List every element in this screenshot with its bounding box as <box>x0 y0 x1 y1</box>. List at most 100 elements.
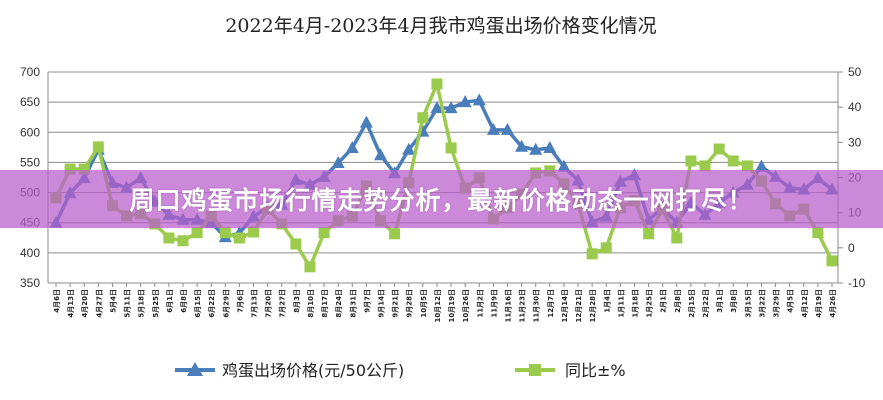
price-point <box>331 156 345 169</box>
price-point <box>444 101 458 114</box>
x-tick-label: 2月8日 <box>674 289 682 313</box>
yoy-point <box>445 142 457 154</box>
yoy-point <box>713 143 725 155</box>
yoy-point <box>177 235 189 247</box>
x-tick-label: 3月15日 <box>744 289 752 318</box>
yoy-point <box>163 232 175 244</box>
price-point <box>359 115 373 128</box>
yoy-point <box>586 248 598 260</box>
legend: 鸡蛋出场价格(元/50公斤) 同比±% <box>175 361 626 380</box>
price-point <box>486 122 500 135</box>
legend-yoy-label: 同比±% <box>565 361 626 380</box>
x-tick-label: 7月27日 <box>279 289 287 318</box>
x-tick-label: 12月7日 <box>547 289 555 318</box>
x-tick-label: 4月5日 <box>787 289 795 313</box>
x-tick-label: 12月14日 <box>561 289 569 322</box>
x-tick-label: 4月19日 <box>815 289 823 318</box>
x-tick-label: 3月22日 <box>758 289 766 318</box>
right-tick-label: 50 <box>848 65 862 79</box>
price-point <box>543 140 557 153</box>
yoy-point <box>233 232 245 244</box>
x-tick-label: 7月13日 <box>251 289 259 318</box>
right-tick-label: -10 <box>848 276 866 290</box>
x-tick-label: 12月28日 <box>589 289 597 322</box>
x-tick-label: 11月30日 <box>533 289 541 322</box>
price-point <box>754 159 768 172</box>
yoy-point <box>826 255 838 267</box>
x-tick-label: 9月21日 <box>392 289 400 318</box>
overlay-banner: 周口鸡蛋市场行情走势分析，最新价格动态一网打尽！ <box>0 170 883 228</box>
price-point <box>458 95 472 108</box>
price-point <box>500 122 514 135</box>
x-tick-label: 2月22日 <box>702 289 710 318</box>
x-tick-label: 8月17日 <box>321 289 329 318</box>
x-tick-label: 4月27日 <box>95 289 103 318</box>
x-tick-label: 9月28日 <box>406 289 414 318</box>
x-tick-label: 10月5日 <box>420 289 428 318</box>
x-tick-label: 4月6日 <box>53 289 61 313</box>
x-tick-label: 10月26日 <box>462 289 470 322</box>
yoy-point <box>741 160 753 172</box>
yoy-point <box>290 238 302 250</box>
x-tick-label: 5月25日 <box>152 289 160 318</box>
x-tick-label: 8月24日 <box>335 289 343 318</box>
x-tick-label: 6月1日 <box>166 289 174 313</box>
x-tick-label: 4月26日 <box>829 289 837 318</box>
x-tick-label: 1月25日 <box>646 289 654 318</box>
yoy-point <box>699 160 711 172</box>
x-tick-label: 11月16日 <box>504 289 512 322</box>
yoy-point <box>417 112 429 124</box>
yoy-point <box>812 227 824 239</box>
x-tick-label: 2月1日 <box>660 289 668 313</box>
x-tick-label: 1月11日 <box>617 289 625 318</box>
x-tick-label: 9月14日 <box>378 289 386 318</box>
x-tick-label: 8月10日 <box>307 289 315 318</box>
left-tick-label: 400 <box>20 246 40 260</box>
x-tick-label: 11月9日 <box>490 289 498 318</box>
left-tick-label: 350 <box>20 276 40 290</box>
x-tick-label: 8月3日 <box>293 289 301 313</box>
x-tick-label: 2月15日 <box>688 289 696 318</box>
left-tick-label: 650 <box>20 95 40 109</box>
x-tick-label: 3月8日 <box>730 289 738 313</box>
price-point <box>345 140 359 153</box>
right-tick-label: 30 <box>848 135 862 149</box>
x-tick-label: 3月1日 <box>716 289 724 313</box>
yoy-point <box>643 228 655 240</box>
x-tick-label: 6月29日 <box>222 289 230 318</box>
left-tick-label: 600 <box>20 125 40 139</box>
right-tick-label: 0 <box>848 241 855 255</box>
yoy-point <box>92 141 104 153</box>
yoy-point <box>671 232 683 244</box>
x-tick-label: 4月13日 <box>67 289 75 318</box>
yoy-point <box>318 227 330 239</box>
yoy-point <box>600 242 612 254</box>
left-tick-label: 550 <box>20 155 40 169</box>
chart-title: 2022年4月-2023年4月我市鸡蛋出场价格变化情况 <box>225 15 656 37</box>
x-tick-label: 1月18日 <box>631 289 639 318</box>
x-tick-label: 3月29日 <box>773 289 781 318</box>
x-tick-label: 12月21日 <box>575 289 583 322</box>
x-tick-label: 11月2日 <box>476 289 484 318</box>
x-tick-label: 4月12日 <box>801 289 809 318</box>
x-tick-label: 11月23日 <box>519 289 527 322</box>
x-tick-label: 10月12日 <box>434 289 442 322</box>
yoy-point <box>78 163 90 175</box>
x-tick-label: 5月11日 <box>124 289 132 318</box>
x-tick-label: 9月7日 <box>363 289 371 313</box>
right-tick-label: 40 <box>848 100 862 114</box>
price-point <box>430 101 444 114</box>
legend-yoy-marker <box>529 364 541 376</box>
x-tick-label: 5月4日 <box>109 289 117 313</box>
price-point <box>374 148 388 161</box>
yoy-point <box>304 261 316 273</box>
yoy-point <box>431 78 443 90</box>
x-tick-label: 7月6日 <box>236 289 244 313</box>
x-tick-label: 6月22日 <box>208 289 216 318</box>
x-tick-label: 1月4日 <box>603 289 611 313</box>
left-tick-label: 700 <box>20 65 40 79</box>
yoy-point <box>685 155 697 167</box>
price-point <box>472 93 486 106</box>
x-tick-label: 6月8日 <box>180 289 188 313</box>
yoy-point <box>64 163 76 175</box>
